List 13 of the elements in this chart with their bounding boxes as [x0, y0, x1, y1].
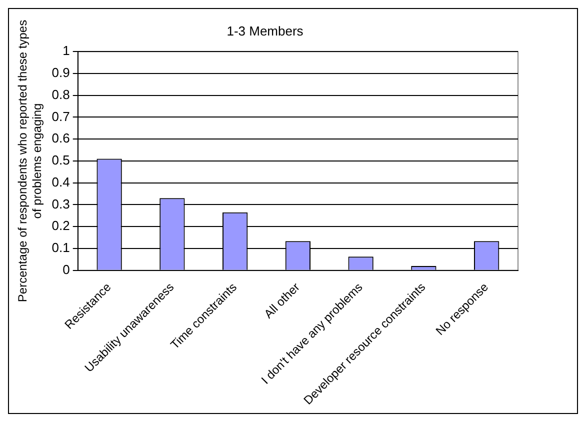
y-tick-label: 1	[62, 43, 70, 58]
y-tick-label: 0.7	[52, 108, 70, 124]
y-tick-label: 0.6	[52, 130, 70, 146]
y-tick-label: 0.8	[52, 86, 70, 102]
y-axis-title: Percentage of respondents who reported these types of problems engaging	[16, 20, 44, 302]
y-tick-label: 0.1	[52, 240, 70, 256]
chart-title: 1-3 Members	[226, 23, 304, 38]
y-tick-label: 0	[62, 262, 70, 277]
y-tick-label: 0.4	[52, 174, 70, 190]
y-tick-label: 0.2	[52, 218, 70, 234]
y-tick-label: 0.3	[52, 196, 70, 212]
y-tick-label: 0.5	[52, 152, 70, 168]
y-tick-label: 0.9	[52, 65, 70, 80]
